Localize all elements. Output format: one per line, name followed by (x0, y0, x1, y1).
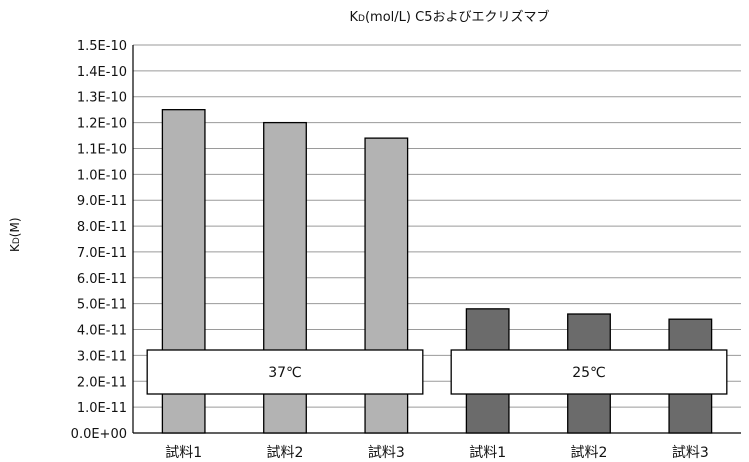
y-tick-label: 2.0E-11 (77, 375, 127, 390)
x-tick-label: 試料3 (672, 445, 709, 461)
y-tick-label: 7.0E-11 (77, 246, 127, 261)
x-tick-label: 試料1 (469, 445, 506, 461)
y-tick-label: 0.0E+00 (71, 427, 127, 442)
group-label-box (450, 349, 728, 395)
group-label: 37℃ (268, 365, 302, 381)
y-tick-label: 3.0E-11 (77, 349, 127, 364)
group-label: 25℃ (572, 365, 606, 381)
x-tick-label: 試料3 (368, 445, 405, 461)
y-tick-label: 1.4E-10 (77, 65, 127, 80)
y-tick-label: 1.3E-10 (77, 91, 127, 106)
y-tick-label: 9.0E-11 (77, 194, 127, 209)
group-label-box (146, 349, 424, 395)
y-tick-label: 5.0E-11 (77, 298, 127, 313)
y-tick-label: 1.2E-10 (77, 117, 127, 132)
y-tick-label: 6.0E-11 (77, 272, 127, 287)
chart-title: KD(mol/L) C5およびエクリズマブ (349, 10, 550, 25)
x-tick-label: 試料1 (165, 445, 202, 461)
y-tick-label: 1.0E-11 (77, 401, 127, 416)
y-tick-label: 1.5E-10 (77, 39, 127, 54)
y-tick-label: 1.0E-10 (77, 168, 127, 183)
y-tick-label: 4.0E-11 (77, 324, 127, 339)
x-tick-label: 試料2 (267, 445, 304, 461)
y-tick-label: 8.0E-11 (77, 220, 127, 235)
x-tick-label: 試料2 (571, 445, 608, 461)
y-tick-label: 1.1E-10 (77, 142, 127, 157)
y-axis-label: KD(M) (8, 217, 22, 252)
